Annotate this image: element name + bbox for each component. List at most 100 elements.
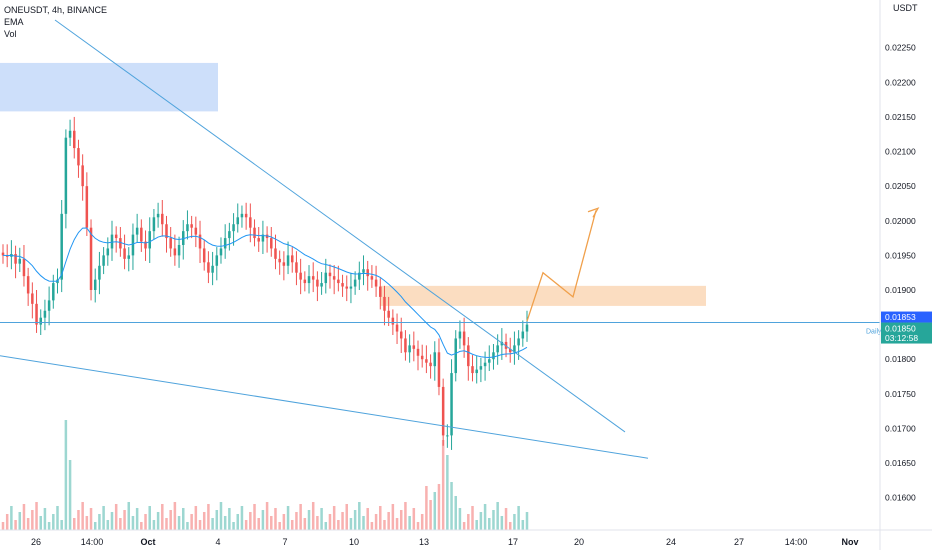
candle[interactable] — [186, 224, 189, 232]
candle[interactable] — [161, 213, 164, 225]
candle[interactable] — [85, 186, 89, 228]
candle[interactable] — [140, 227, 143, 242]
candle[interactable] — [236, 217, 240, 225]
candle[interactable] — [362, 269, 365, 273]
candle[interactable] — [215, 255, 219, 266]
candle[interactable] — [177, 245, 181, 256]
candle[interactable] — [26, 276, 30, 294]
candle[interactable] — [320, 283, 323, 287]
candle[interactable] — [416, 348, 420, 356]
candle[interactable] — [202, 248, 206, 263]
candle[interactable] — [492, 352, 495, 360]
candle[interactable] — [316, 279, 319, 287]
candle[interactable] — [517, 338, 520, 346]
candle[interactable] — [232, 224, 235, 232]
candle[interactable] — [261, 234, 265, 242]
candle[interactable] — [135, 227, 139, 235]
candle[interactable] — [43, 310, 47, 318]
candle[interactable] — [383, 296, 386, 311]
candle[interactable] — [68, 130, 72, 138]
candle[interactable] — [467, 345, 470, 367]
candle[interactable] — [47, 300, 51, 311]
candle[interactable] — [89, 227, 93, 290]
candle[interactable] — [119, 238, 122, 249]
candle[interactable] — [102, 255, 105, 266]
candle[interactable] — [345, 286, 349, 289]
candle[interactable] — [18, 258, 22, 264]
candle[interactable] — [14, 254, 17, 264]
candle[interactable] — [249, 217, 252, 228]
candle[interactable] — [307, 276, 311, 284]
candle[interactable] — [73, 130, 76, 149]
candle[interactable] — [483, 362, 487, 367]
candle[interactable] — [110, 234, 114, 249]
symbol-title[interactable]: ONEUSDT, 4h, BINANCE — [4, 5, 108, 15]
candle[interactable] — [399, 331, 403, 339]
candle[interactable] — [123, 248, 126, 259]
candle[interactable] — [488, 359, 491, 363]
candle[interactable] — [525, 324, 529, 332]
ema-line[interactable] — [2, 227, 528, 358]
candle[interactable] — [240, 213, 244, 218]
candle[interactable] — [358, 272, 361, 280]
candle[interactable] — [286, 255, 290, 266]
candle[interactable] — [429, 362, 432, 367]
candle[interactable] — [496, 345, 499, 353]
candle[interactable] — [98, 265, 101, 280]
candle[interactable] — [374, 279, 378, 287]
candle[interactable] — [513, 345, 516, 353]
candle[interactable] — [198, 234, 202, 249]
candle[interactable] — [81, 165, 84, 187]
vol-indicator-label[interactable]: Vol — [4, 29, 17, 39]
candle[interactable] — [1, 252, 5, 256]
candle[interactable] — [60, 213, 63, 280]
candle[interactable] — [433, 352, 437, 367]
candle[interactable] — [131, 234, 135, 256]
candle[interactable] — [479, 366, 483, 370]
candle[interactable] — [39, 317, 42, 325]
candle[interactable] — [366, 269, 369, 277]
candle[interactable] — [391, 317, 395, 325]
candle[interactable] — [173, 248, 177, 256]
candle[interactable] — [341, 283, 344, 287]
candle[interactable] — [328, 272, 332, 277]
candle[interactable] — [278, 258, 281, 263]
candle[interactable] — [446, 435, 449, 437]
candle[interactable] — [35, 303, 38, 325]
candle[interactable] — [257, 238, 260, 242]
candle[interactable] — [22, 258, 26, 277]
candle[interactable] — [337, 279, 340, 284]
candle[interactable] — [228, 231, 231, 239]
candle[interactable] — [353, 279, 357, 287]
candle[interactable] — [144, 241, 147, 249]
candle[interactable] — [127, 255, 131, 259]
candle[interactable] — [165, 224, 168, 239]
candle[interactable] — [521, 331, 525, 339]
candle[interactable] — [404, 338, 407, 353]
candle[interactable] — [270, 238, 273, 249]
candle[interactable] — [64, 137, 68, 214]
candle[interactable] — [156, 213, 160, 218]
candle[interactable] — [441, 386, 445, 436]
supply-zone[interactable] — [0, 62, 218, 112]
candle[interactable] — [106, 248, 110, 256]
candle[interactable] — [211, 265, 214, 273]
candle[interactable] — [77, 148, 80, 166]
candle[interactable] — [311, 276, 315, 280]
candle[interactable] — [508, 348, 512, 353]
candle[interactable] — [244, 213, 248, 218]
candle[interactable] — [181, 231, 185, 245]
candle[interactable] — [379, 286, 382, 297]
projection-path[interactable] — [526, 210, 597, 322]
candle[interactable] — [437, 352, 441, 387]
candle[interactable] — [31, 293, 34, 304]
candle[interactable] — [324, 272, 328, 284]
candle[interactable] — [190, 224, 193, 228]
candle[interactable] — [290, 255, 294, 263]
candle[interactable] — [295, 262, 298, 273]
candle[interactable] — [282, 262, 286, 266]
candle[interactable] — [425, 359, 428, 363]
candle[interactable] — [395, 324, 399, 332]
